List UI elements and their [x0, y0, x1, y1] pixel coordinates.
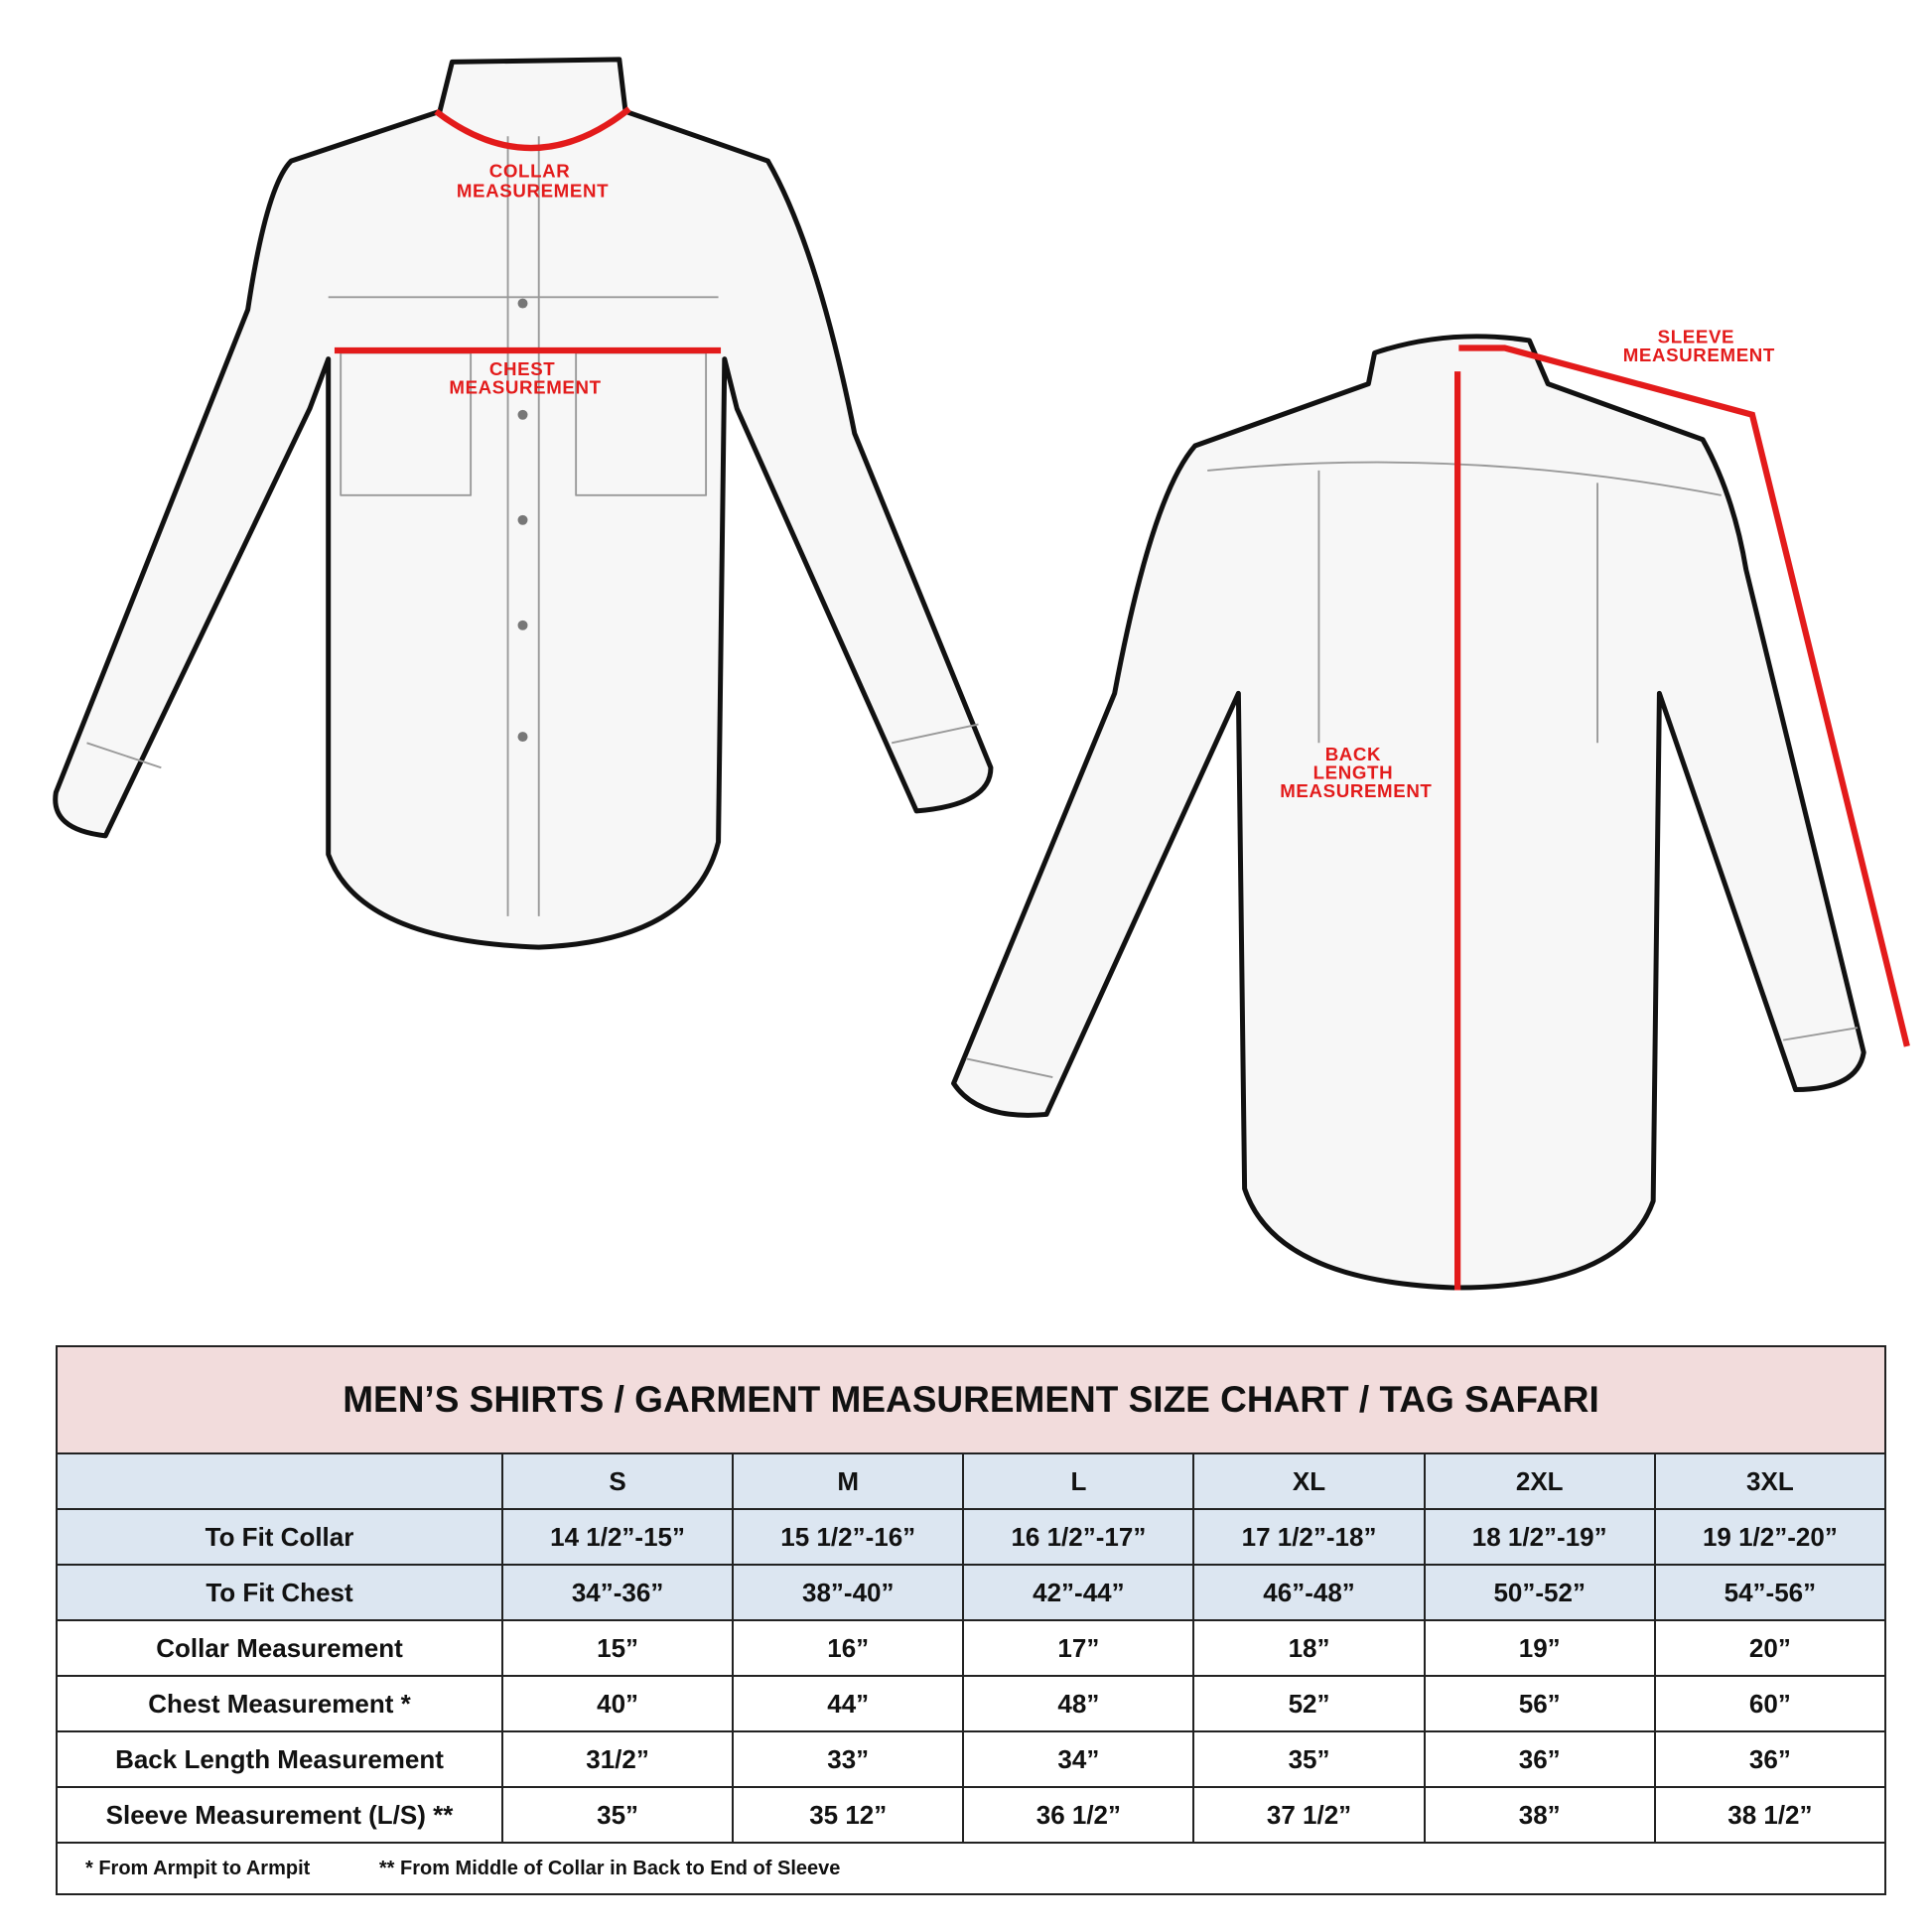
- row-label: To Fit Collar: [56, 1508, 503, 1566]
- table-row: To Fit Collar 14 1/2”-15” 15 1/2”-16” 16 1/…: [56, 1508, 1887, 1566]
- size-header-row: S M L XL 2XL 3XL: [56, 1452, 1887, 1510]
- table-cell: 15 1/2”-16”: [732, 1508, 965, 1566]
- table-cell: 34”: [962, 1730, 1195, 1788]
- table-cell: 38”-40”: [732, 1564, 965, 1621]
- table-cell: 42”-44”: [962, 1564, 1195, 1621]
- table-cell: 14 1/2”-15”: [500, 1508, 735, 1566]
- table-cell: 35”: [1192, 1730, 1426, 1788]
- table-cell: 54”-56”: [1653, 1564, 1887, 1621]
- footnote-sleeve: ** From Middle of Collar in Back to End …: [378, 1857, 841, 1879]
- shirt-front-drawing: [53, 57, 994, 950]
- table-row: Back Length Measurement 31/2” 33” 34” 35” 36”…: [56, 1730, 1887, 1788]
- measurement-lines: [334, 106, 1910, 1291]
- table-row: To Fit Chest 34”-36” 38”-40” 42”-44” 46”-48”…: [56, 1564, 1887, 1621]
- table-cell: 19”: [1423, 1619, 1656, 1677]
- shirt-measurement-illustration: COLLAR MEASUREMENT CHEST MEASUREMENT BAC…: [53, 57, 1910, 1291]
- table-cell: 20”: [1653, 1619, 1887, 1677]
- row-label: Collar Measurement: [56, 1619, 503, 1677]
- row-label: To Fit Chest: [56, 1564, 503, 1621]
- row-label: Back Length Measurement: [56, 1730, 503, 1788]
- table-cell: 35”: [500, 1786, 735, 1844]
- size-chart-table: MEN’S SHIRTS / GARMENT MEASUREMENT SIZE …: [56, 1345, 1887, 1895]
- size-header: L: [962, 1452, 1195, 1510]
- table-row: Chest Measurement * 40” 44” 48” 52” 56” 60”: [56, 1675, 1887, 1732]
- table-cell: 60”: [1653, 1675, 1887, 1732]
- table-cell: 36”: [1653, 1730, 1887, 1788]
- table-cell: 36”: [1423, 1730, 1656, 1788]
- size-header: 2XL: [1423, 1452, 1656, 1510]
- table-cell: 50”-52”: [1423, 1564, 1656, 1621]
- header-empty-cell: [56, 1452, 503, 1510]
- footnote-armpit: * From Armpit to Armpit: [85, 1857, 311, 1879]
- chest-measurement-label: CHEST MEASUREMENT: [449, 358, 601, 398]
- table-cell: 40”: [500, 1675, 735, 1732]
- table-cell: 38 1/2”: [1653, 1786, 1887, 1844]
- table-cell: 38”: [1423, 1786, 1656, 1844]
- table-cell: 16”: [732, 1619, 965, 1677]
- size-header: XL: [1192, 1452, 1426, 1510]
- footnote-row: * From Armpit to Armpit ** From Middle o…: [56, 1842, 1886, 1895]
- row-label: Chest Measurement *: [56, 1675, 503, 1732]
- table-cell: 18”: [1192, 1619, 1426, 1677]
- table-cell: 35 12”: [732, 1786, 965, 1844]
- collar-measurement-label: COLLAR MEASUREMENT: [457, 160, 609, 201]
- table-cell: 33”: [732, 1730, 965, 1788]
- table-cell: 48”: [962, 1675, 1195, 1732]
- table-row: Sleeve Measurement (L/S) ** 35” 35 12” 36 1…: [56, 1786, 1887, 1844]
- shirt-back-drawing: [951, 334, 1866, 1291]
- size-chart-title: MEN’S SHIRTS / GARMENT MEASUREMENT SIZE …: [56, 1345, 1886, 1454]
- table-cell: 56”: [1423, 1675, 1656, 1732]
- table-cell: 18 1/2”-19”: [1423, 1508, 1656, 1566]
- table-cell: 34”-36”: [500, 1564, 735, 1621]
- table-cell: 46”-48”: [1192, 1564, 1426, 1621]
- size-header: 3XL: [1653, 1452, 1887, 1510]
- collar-measure-line: [434, 106, 631, 152]
- row-label: Sleeve Measurement (L/S) **: [56, 1786, 503, 1844]
- sleeve-measurement-label: SLEEVE MEASUREMENT: [1623, 326, 1775, 365]
- sleeve-measure-line: [1458, 345, 1910, 1047]
- table-cell: 15”: [500, 1619, 735, 1677]
- table-cell: 17 1/2”-18”: [1192, 1508, 1426, 1566]
- table-row: Collar Measurement 15” 16” 17” 18” 19” 20”: [56, 1619, 1887, 1677]
- table-cell: 36 1/2”: [962, 1786, 1195, 1844]
- size-header: M: [732, 1452, 965, 1510]
- table-cell: 31/2”: [500, 1730, 735, 1788]
- table-cell: 16 1/2”-17”: [962, 1508, 1195, 1566]
- table-cell: 17”: [962, 1619, 1195, 1677]
- back-length-measurement-label: BACK LENGTH MEASUREMENT: [1280, 744, 1432, 801]
- table-cell: 19 1/2”-20”: [1653, 1508, 1887, 1566]
- size-header: S: [500, 1452, 735, 1510]
- table-cell: 44”: [732, 1675, 965, 1732]
- table-cell: 52”: [1192, 1675, 1426, 1732]
- table-cell: 37 1/2”: [1192, 1786, 1426, 1844]
